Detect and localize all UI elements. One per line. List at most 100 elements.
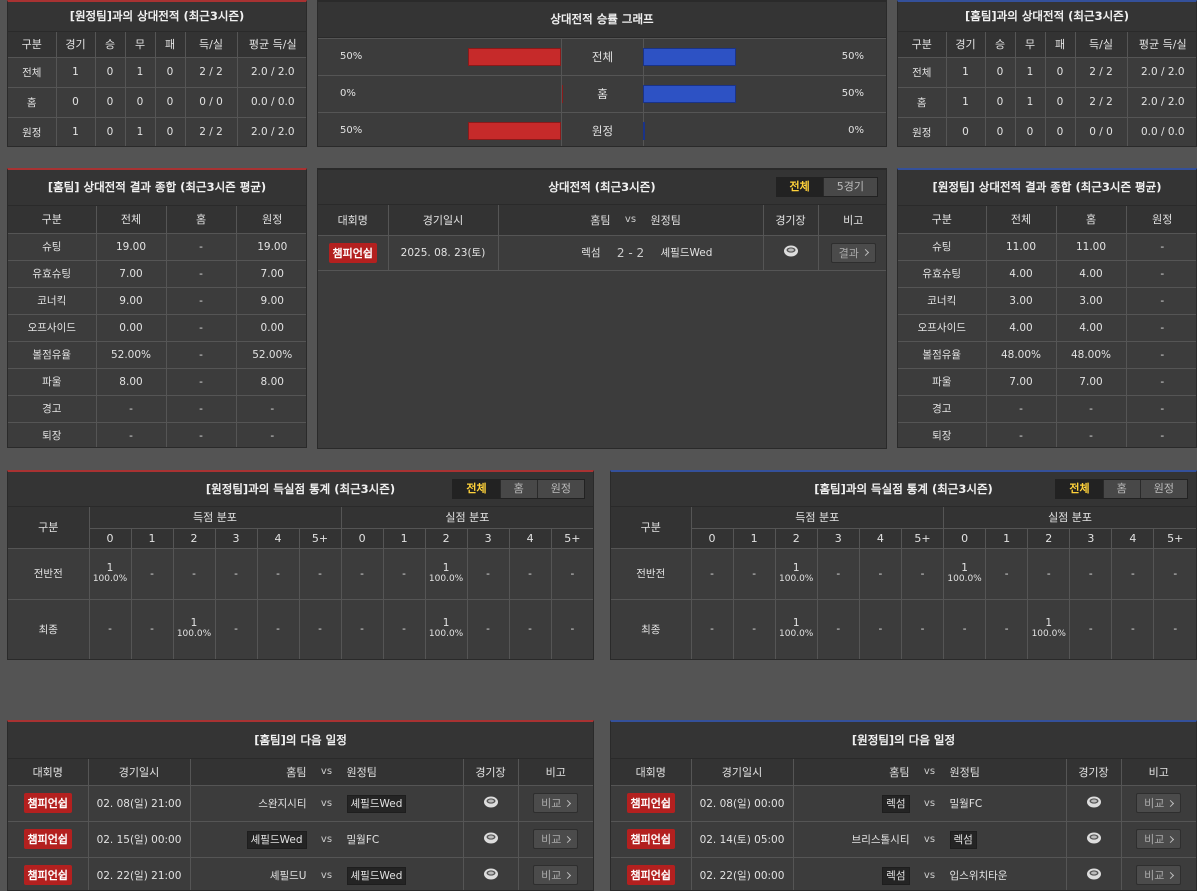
away-cell: 밀월FC <box>347 832 463 847</box>
cell: 0 <box>1044 56 1076 88</box>
home-team: 스완지시티 <box>258 797 307 810</box>
home-pct: 0% <box>340 88 356 99</box>
button[interactable]: 결과 <box>830 242 876 263</box>
home-bar <box>468 122 561 140</box>
cell: - <box>1125 340 1196 369</box>
row: 챔피언쉽 02. 15(일) 00:00 셰필드Wed vs 밀월FC 비교 <box>8 820 593 858</box>
cell: 오프사이드 <box>8 313 97 342</box>
cell: 8.00 <box>95 367 167 396</box>
cell: - <box>382 598 426 659</box>
vs: vs <box>320 833 333 845</box>
percent: 100.0% <box>779 573 814 584</box>
cell: 1 100.0% <box>172 598 216 659</box>
cell: - <box>900 598 945 659</box>
home-cell: 스완지시티 <box>191 796 307 811</box>
panel: [원정팀]의 다음 일정 대회명 경기일시 홈팀 vs 원정팀 경기장 비고 챔피언쉽 02. 0… <box>610 720 1197 891</box>
cell: 비교 <box>517 784 593 822</box>
tab-group: 전체 5경기 <box>775 177 878 197</box>
cell: 4.00 <box>985 313 1057 342</box>
cell: - <box>130 547 174 600</box>
cell: - <box>95 421 167 447</box>
count: 1 <box>190 617 198 629</box>
away-team: 렉섬 <box>949 830 977 849</box>
table: 구분 전체 홈 원정 슈팅 19.00-19.00 유효슈팅 7.00-7.00 코너킥 9.00… <box>8 206 306 447</box>
header-cell: 구분 <box>898 206 987 234</box>
cell: 1 100.0% <box>774 547 818 600</box>
count: 1 <box>106 561 114 574</box>
button[interactable]: 비교 <box>533 793 579 813</box>
cell: 0 / 0 <box>184 86 238 118</box>
cell: - <box>858 598 902 659</box>
cell: - <box>172 547 216 600</box>
league-badge: 챔피언쉽 <box>328 242 377 263</box>
row: 챔피언쉽 02. 08(일) 21:00 스완지시티 vs 셰필드Wed 비교 <box>8 784 593 822</box>
row: 0 1 2 3 4 5+ 0 1 2 3 4 5+ <box>8 527 593 549</box>
header-cell: 비고 <box>817 205 886 236</box>
header-cell: 대회명 <box>8 759 89 786</box>
teams: 스완지시티 vs 셰필드Wed <box>191 794 462 813</box>
button[interactable]: 비교 <box>1136 793 1182 813</box>
row: 원정 0 0 0 0 0 / 0 0.0 / 0.0 <box>898 116 1196 146</box>
away-cell: 셰필드Wed <box>346 866 463 885</box>
cell: 8.00 <box>235 367 306 396</box>
button-text: 비교 <box>1144 797 1165 810</box>
tab[interactable]: 홈 <box>499 480 537 498</box>
cell: 결과 <box>817 234 886 271</box>
tbody: 대회명 경기일시 홈팀 vs 원정팀 경기장 비고 챔피언쉽 02. 08(일) 21:00 스완… <box>8 759 593 890</box>
panel-title: [원정팀]과의 상대전적 (최근3시즌) <box>8 2 306 32</box>
tab[interactable]: 전체 <box>776 178 823 196</box>
vs: vs <box>320 869 333 881</box>
button[interactable]: 비교 <box>533 865 579 885</box>
stadium-icon <box>483 796 498 807</box>
tab[interactable]: 원정 <box>1139 480 1187 498</box>
column-header: 4 <box>508 527 552 549</box>
header-cell: 구분 <box>8 32 57 58</box>
tab[interactable]: 홈 <box>1102 480 1140 498</box>
cell: - <box>943 598 987 659</box>
cell: 7.00 <box>1055 367 1127 396</box>
cell: 0 <box>94 56 126 88</box>
button[interactable]: 비교 <box>1136 865 1182 885</box>
tbody: 대회명 경기일시 홈팀 vs 원정팀 경기장 비고 챔피언쉽 2025. 08. 23(토) 렉섬… <box>318 205 886 271</box>
teams: 브리스톨시티 vs 렉섬 <box>794 830 1065 849</box>
cell: - <box>1069 547 1113 600</box>
cell: 오프사이드 <box>898 313 987 342</box>
row: 구분 득점 분포 실점 분포 <box>611 507 1196 549</box>
column-header: 0 <box>340 527 384 549</box>
tab[interactable]: 5경기 <box>822 178 877 196</box>
row: 코너킥 9.00-9.00 <box>8 286 306 315</box>
cell <box>462 820 519 858</box>
row: 최종 - -1 100.0% - - - - -1 100.0% - - - <box>611 598 1196 659</box>
header-home: 홈팀 <box>286 765 307 779</box>
tbody: 구분 경기 승 무 패 득/실 평균 득/실 전체 1 0 1 0 2 / 2 2.0 / 2.0 홈 0 0 0… <box>8 32 306 146</box>
away-team: 셰필드Wed <box>346 794 407 813</box>
column-header: 2 <box>424 527 468 549</box>
tab[interactable]: 원정 <box>536 480 584 498</box>
away-team: 밀월FC <box>346 833 380 846</box>
button[interactable]: 비교 <box>533 829 579 849</box>
column-header: 2 <box>1027 527 1071 549</box>
header-vs: vs <box>624 214 637 226</box>
cell: 퇴장 <box>8 421 97 447</box>
header-cell: 원정 <box>235 206 306 234</box>
header-home: 홈팀 <box>889 765 910 779</box>
row-label: 전반전 <box>8 547 90 600</box>
cell: 챔피언쉽 <box>8 784 89 822</box>
title-text: [원정팀]의 다음 일정 <box>851 733 956 747</box>
stadium-icon <box>1086 796 1101 807</box>
cell: - <box>1125 286 1196 315</box>
cell: 1 <box>55 116 96 146</box>
row: 대회명 경기일시 홈팀 vs 원정팀 경기장 비고 <box>318 205 886 236</box>
row-label: 홈 <box>561 76 644 112</box>
button[interactable]: 비교 <box>1136 829 1182 849</box>
tab[interactable]: 전체 <box>453 480 500 498</box>
cell: - <box>1153 547 1196 600</box>
cell: - <box>985 394 1057 423</box>
cell: 0.0 / 0.0 <box>1126 116 1196 146</box>
cell: 0 <box>984 86 1016 118</box>
cell: - <box>1125 394 1196 423</box>
row: 최종 - -1 100.0% - - - - -1 100.0% - - - <box>8 598 593 659</box>
tab[interactable]: 전체 <box>1056 480 1103 498</box>
percent: 100.0% <box>779 629 814 639</box>
row: 대회명 경기일시 홈팀 vs 원정팀 경기장 비고 <box>8 759 593 786</box>
